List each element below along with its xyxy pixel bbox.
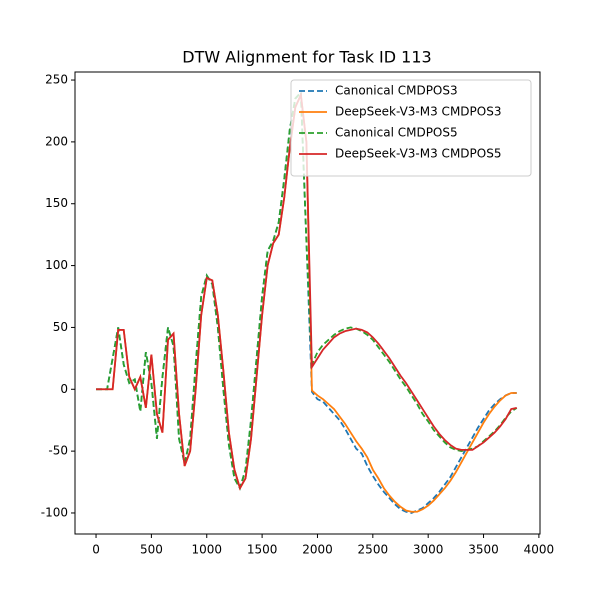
x-tick-label: 0: [92, 543, 100, 557]
x-tick-label: 2500: [358, 543, 389, 557]
x-tick-label: 2000: [302, 543, 333, 557]
y-tick-label: 0: [60, 382, 68, 396]
legend-label: DeepSeek-V3-M3 CMDPOS5: [335, 147, 501, 161]
series-line: [96, 90, 518, 491]
y-tick-label: 50: [53, 320, 68, 334]
x-tick-label: 500: [140, 543, 163, 557]
x-tick-label: 3000: [413, 543, 444, 557]
x-tick-label: 1000: [191, 543, 222, 557]
x-tick-label: 3500: [468, 543, 499, 557]
chart-title: DTW Alignment for Task ID 113: [182, 48, 431, 67]
y-tick-label: 150: [45, 196, 68, 210]
y-tick-label: 250: [45, 73, 68, 87]
x-tick-label: 1500: [247, 543, 278, 557]
legend-box: [290, 79, 532, 177]
y-tick-label: -50: [48, 444, 68, 458]
legend-label: DeepSeek-V3-M3 CMDPOS3: [335, 105, 501, 119]
x-tick-label: 4000: [524, 543, 555, 557]
legend-label: Canonical CMDPOS5: [335, 126, 458, 140]
plot-frame: [74, 71, 541, 535]
y-tick-label: 200: [45, 134, 68, 148]
legend-label: Canonical CMDPOS3: [335, 84, 458, 98]
y-tick-label: 100: [45, 258, 68, 272]
y-tick-label: -100: [41, 505, 68, 519]
